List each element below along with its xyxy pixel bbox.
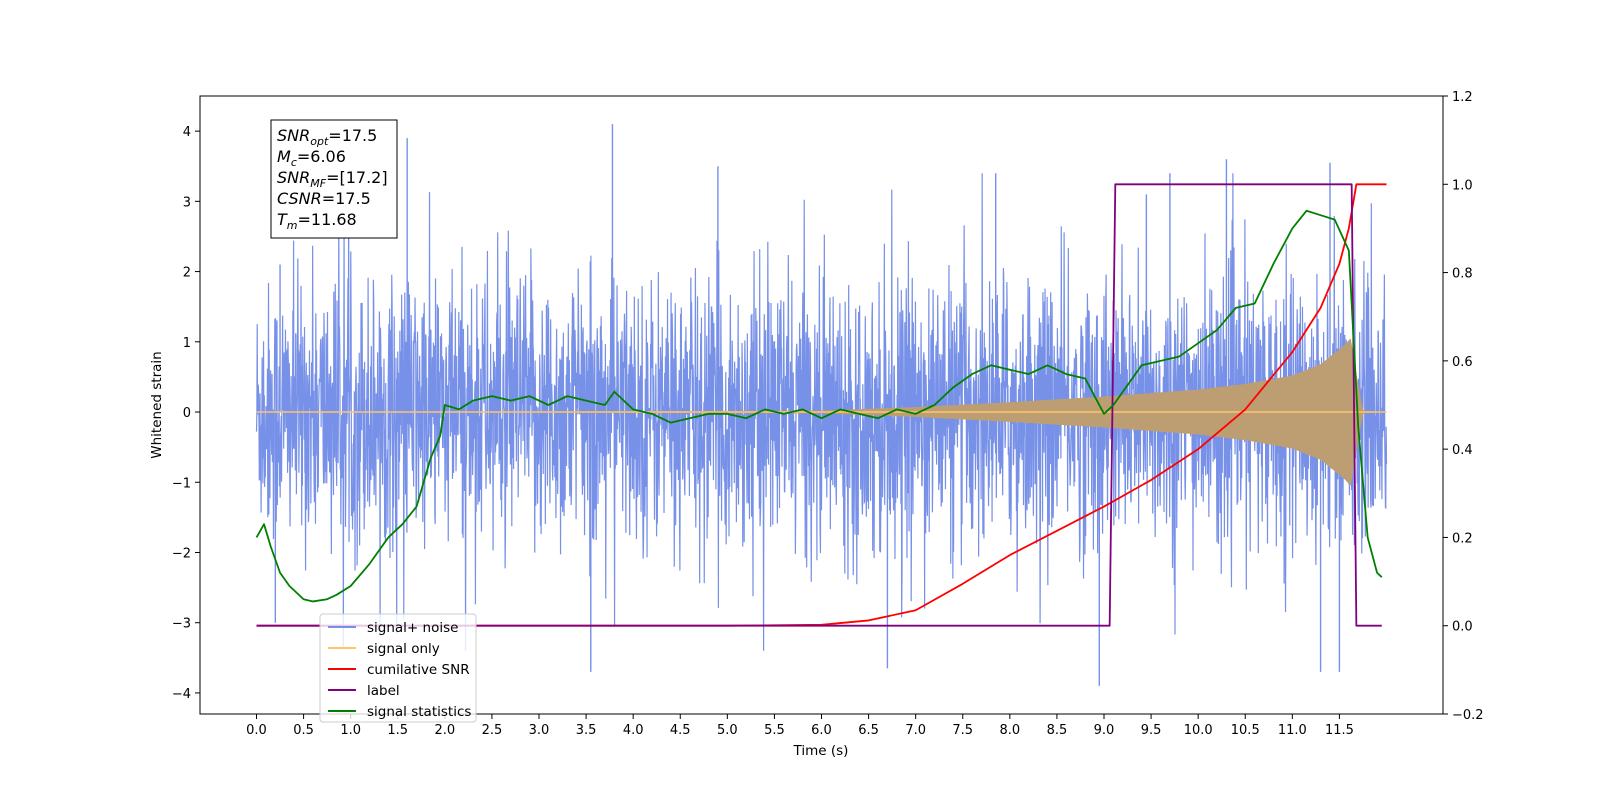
x-tick-label: 2.0: [434, 723, 455, 738]
y-tick-label-right: 0.2: [1452, 531, 1473, 546]
x-tick-label: 5.5: [764, 723, 785, 738]
info-line: Tm=11.68: [277, 210, 357, 232]
y-tick-label-left: −4: [172, 687, 191, 702]
x-tick-label: 6.5: [858, 723, 879, 738]
x-tick-label: 8.0: [999, 723, 1020, 738]
info-symbol: T: [277, 210, 288, 229]
info-value: =6.06: [297, 147, 346, 166]
info-value: =11.68: [298, 210, 357, 229]
info-value: =17.5: [322, 189, 371, 208]
y-axis-label: Whitened strain: [149, 351, 165, 458]
info-line: CSNR=17.5: [277, 189, 371, 208]
x-tick-label: 3.0: [529, 723, 550, 738]
x-tick-label: 1.0: [340, 723, 361, 738]
legend-label: signal+ noise: [367, 620, 458, 636]
info-symbol: SNR: [277, 126, 310, 145]
x-tick-label: 10.5: [1231, 723, 1260, 738]
legend-label: signal statistics: [367, 704, 471, 720]
y-tick-label-left: −1: [172, 476, 191, 491]
x-tick-label: 7.5: [952, 723, 973, 738]
info-subscript: opt: [310, 135, 329, 148]
x-tick-label: 10.0: [1184, 723, 1213, 738]
legend-label: signal only: [367, 641, 440, 657]
info-subscript: m: [287, 219, 298, 232]
y-tick-label-left: 1: [183, 336, 191, 351]
y-tick-label-right: −0.2: [1452, 708, 1484, 723]
info-symbol: SNR: [277, 168, 310, 187]
y-tick-label-left: −3: [172, 617, 191, 632]
y-axis-left: −4 −3 −2 −1 0 1 2 3 4: [172, 125, 200, 702]
y-axis-right: −0.2 0.0 0.2 0.4 0.6 0.8 1.0 1.2: [1443, 90, 1484, 723]
series-cumulative-snr: [256, 183, 1387, 627]
legend: signal+ noise signal only cumilative SNR la…: [319, 613, 477, 723]
x-tick-label: 7.0: [905, 723, 926, 738]
info-line: SNRMF=[17.2]: [277, 168, 388, 190]
info-value: =17.5: [328, 126, 377, 145]
plot-area: [255, 124, 1388, 686]
legend-frame: [319, 613, 477, 723]
y-tick-label-right: 0.0: [1452, 620, 1473, 635]
y-tick-label-left: 0: [183, 406, 191, 421]
info-symbol: M: [277, 147, 291, 166]
x-tick-label: 9.0: [1094, 723, 1115, 738]
x-tick-label: 0.5: [293, 723, 314, 738]
info-line: SNRopt=17.5: [277, 126, 377, 148]
x-tick-label: 4.0: [623, 723, 644, 738]
y-tick-label-left: 3: [183, 195, 191, 210]
y-tick-label-right: 1.2: [1452, 90, 1473, 105]
info-subscript: c: [291, 156, 297, 169]
x-axis-label: Time (s): [793, 743, 849, 759]
x-tick-label: 1.5: [387, 723, 408, 738]
legend-label: cumilative SNR: [367, 662, 470, 678]
y-tick-label-right: 0.6: [1452, 355, 1473, 370]
y-tick-label-left: 2: [183, 266, 191, 281]
x-tick-label: 11.0: [1278, 723, 1307, 738]
info-value: =[17.2]: [326, 168, 388, 187]
x-tick-label: 3.5: [576, 723, 597, 738]
info-subscript: MF: [310, 177, 326, 190]
x-tick-label: 5.0: [717, 723, 738, 738]
x-tick-label: 6.0: [811, 723, 832, 738]
x-tick-label: 2.5: [482, 723, 503, 738]
legend-label: label: [367, 683, 400, 699]
y-tick-label-left: −2: [172, 546, 191, 561]
info-symbol: CSNR: [277, 189, 322, 208]
y-tick-label-right: 0.8: [1452, 267, 1473, 282]
y-tick-label-left: 4: [183, 125, 191, 140]
series-signal-statistics: [255, 209, 1383, 603]
series-label: [256, 183, 1382, 627]
y-tick-label-right: 1.0: [1452, 178, 1473, 193]
y-tick-label-right: 0.4: [1452, 443, 1473, 458]
info-box: SNRopt=17.5Mc=6.06SNRMF=[17.2]CSNR=17.5T…: [270, 119, 398, 239]
info-line: Mc=6.06: [277, 147, 346, 169]
info-box-frame: [270, 119, 398, 239]
x-tick-label: 0.0: [246, 723, 267, 738]
x-tick-label: 4.5: [670, 723, 691, 738]
x-tick-label: 9.5: [1141, 723, 1162, 738]
x-tick-label: 11.5: [1325, 723, 1354, 738]
x-tick-label: 8.5: [1047, 723, 1068, 738]
series-signal-noise: [255, 173, 1388, 651]
x-axis: 0.0 0.5 1.0 1.5 2.0 2.5 3.0 3.5 4.0 4.5 5.0 5.5 6.0 6…: [246, 714, 1354, 738]
